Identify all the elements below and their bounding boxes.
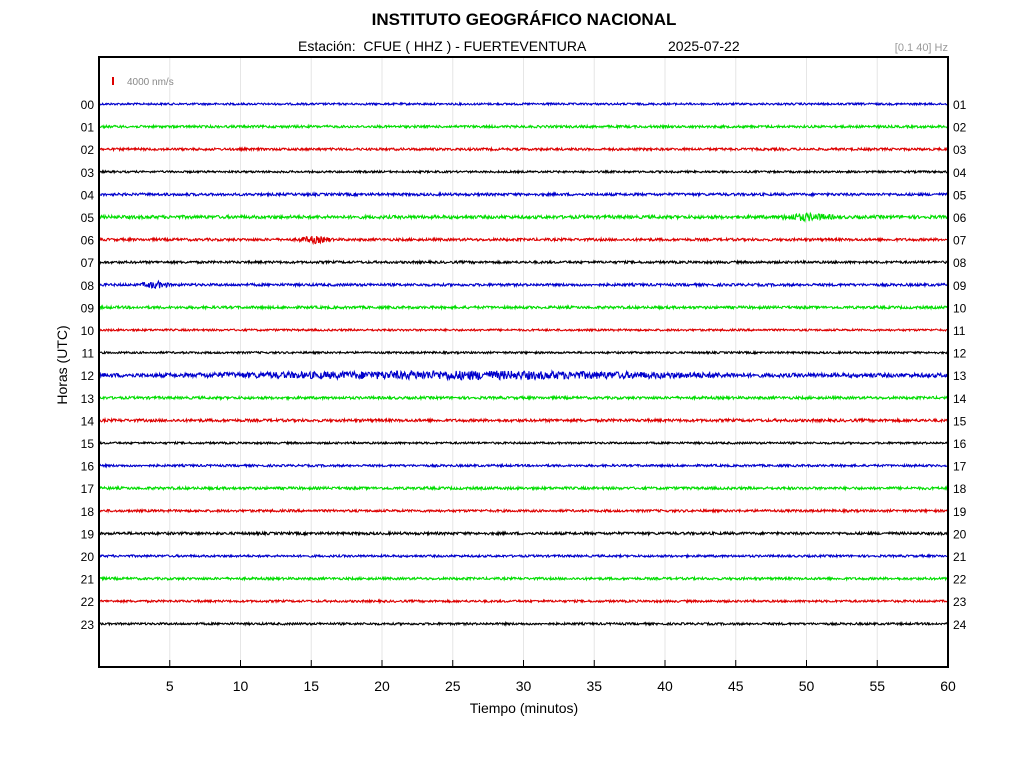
chart-title: INSTITUTO GEOGRÁFICO NACIONAL	[371, 10, 677, 29]
right-hour-label: 06	[953, 211, 967, 225]
right-hour-label: 10	[953, 301, 967, 315]
x-tick-label: 50	[799, 678, 815, 694]
right-hour-label: 11	[953, 324, 966, 338]
trace-hour-07	[98, 259, 949, 266]
right-hour-label: 15	[953, 414, 967, 428]
trace-hour-21	[98, 575, 949, 582]
trace-hour-19	[98, 530, 949, 537]
traces	[98, 101, 949, 627]
x-tick-label: 10	[233, 678, 249, 694]
x-axis-label: Tiempo (minutos)	[469, 700, 579, 716]
left-hour-label: 07	[81, 256, 95, 270]
hour-labels: 00 01 01 02 02 03 03 04 04 05 05 06 06 07 07 08 08 09 09 10…	[81, 98, 967, 632]
right-hour-label: 21	[953, 550, 967, 564]
left-hour-label: 16	[81, 460, 95, 474]
right-hour-label: 01	[953, 98, 967, 112]
right-hour-label: 24	[953, 618, 967, 632]
x-tick-label: 25	[445, 678, 461, 694]
x-axis-ticks: 5 10 15 20 25 30 35 40 45 50 55 60	[166, 660, 956, 694]
left-hour-label: 09	[81, 301, 95, 315]
left-hour-label: 08	[81, 279, 95, 293]
left-hour-label: 01	[81, 121, 95, 135]
trace-hour-23	[98, 620, 949, 627]
left-hour-label: 22	[81, 595, 95, 609]
trace-hour-12	[98, 369, 949, 382]
right-hour-label: 05	[953, 188, 967, 202]
left-hour-label: 21	[81, 573, 95, 587]
x-tick-label: 40	[657, 678, 673, 694]
filter-label: [0.1 40] Hz	[894, 42, 948, 54]
x-tick-label: 30	[516, 678, 532, 694]
left-hour-label: 19	[81, 527, 95, 541]
scale-bar	[112, 77, 114, 85]
trace-hour-13	[98, 394, 949, 402]
right-hour-label: 08	[953, 256, 967, 270]
right-hour-label: 09	[953, 279, 967, 293]
right-hour-label: 16	[953, 437, 967, 451]
right-hour-label: 02	[953, 121, 967, 135]
left-hour-label: 15	[81, 437, 95, 451]
trace-hour-00	[98, 101, 949, 107]
x-tick-label: 5	[166, 678, 174, 694]
right-hour-label: 14	[953, 392, 967, 406]
trace-hour-16	[98, 462, 949, 469]
station-label: Estación: CFUE ( HHZ ) - FUERTEVENTURA	[298, 38, 587, 54]
trace-hour-11	[98, 349, 949, 356]
left-hour-label: 12	[81, 369, 95, 383]
left-hour-label: 03	[81, 166, 95, 180]
plot-frame	[98, 56, 949, 668]
right-hour-label: 19	[953, 505, 967, 519]
x-tick-label: 35	[586, 678, 602, 694]
trace-hour-18	[98, 507, 949, 514]
trace-hour-06	[98, 235, 949, 246]
left-hour-label: 23	[81, 618, 95, 632]
trace-hour-05	[98, 211, 949, 223]
trace-hour-15	[98, 440, 949, 446]
trace-hour-03	[98, 169, 949, 175]
left-hour-label: 00	[81, 98, 95, 112]
date-label: 2025-07-22	[668, 38, 740, 54]
scale-label: 4000 nm/s	[127, 77, 174, 88]
grid-lines	[169, 57, 878, 667]
right-hour-label: 07	[953, 234, 967, 248]
trace-hour-20	[98, 552, 949, 559]
right-hour-label: 17	[953, 460, 967, 474]
trace-hour-01	[98, 123, 949, 130]
trace-hour-10	[98, 327, 949, 333]
trace-hour-04	[98, 191, 949, 198]
amplitude-scale: 4000 nm/s	[112, 77, 174, 88]
right-hour-label: 23	[953, 595, 967, 609]
left-hour-label: 17	[81, 482, 95, 496]
trace-hour-09	[98, 304, 949, 311]
right-hour-label: 12	[953, 347, 967, 361]
left-hour-label: 10	[81, 324, 95, 338]
left-hour-label: 13	[81, 392, 95, 406]
trace-hour-02	[98, 146, 949, 153]
left-hour-label: 20	[81, 550, 95, 564]
right-hour-label: 20	[953, 527, 967, 541]
left-hour-label: 14	[81, 414, 95, 428]
trace-hour-14	[98, 416, 949, 424]
x-tick-label: 55	[869, 678, 885, 694]
x-tick-label: 20	[374, 678, 390, 694]
left-hour-label: 05	[81, 211, 95, 225]
right-hour-label: 18	[953, 482, 967, 496]
trace-hour-08	[98, 279, 949, 289]
left-hour-label: 11	[82, 347, 95, 361]
right-hour-label: 13	[953, 369, 967, 383]
x-tick-label: 60	[940, 678, 956, 694]
trace-hour-22	[98, 598, 949, 605]
x-tick-label: 15	[303, 678, 319, 694]
trace-hour-17	[98, 484, 949, 492]
right-hour-label: 04	[953, 166, 967, 180]
left-hour-label: 04	[81, 188, 95, 202]
left-hour-label: 02	[81, 143, 95, 157]
right-hour-label: 03	[953, 143, 967, 157]
left-hour-label: 06	[81, 234, 95, 248]
right-hour-label: 22	[953, 573, 967, 587]
x-tick-label: 45	[728, 678, 744, 694]
left-hour-label: 18	[81, 505, 95, 519]
